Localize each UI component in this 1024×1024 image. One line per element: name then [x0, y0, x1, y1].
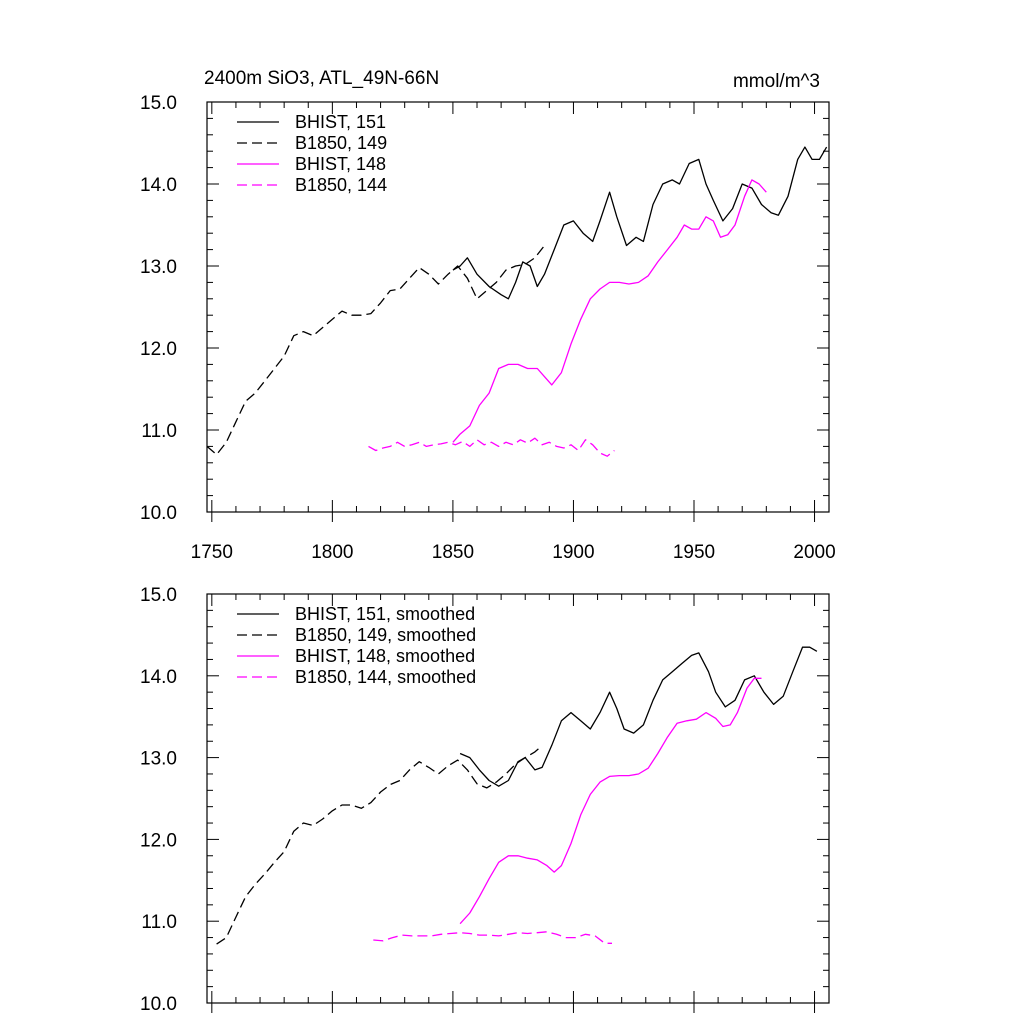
legend-label: B1850, 149 — [295, 133, 387, 153]
series-line — [452, 146, 828, 300]
series-line — [459, 646, 818, 787]
series-line — [216, 747, 541, 945]
series-line — [368, 437, 615, 457]
x-tick-label: 1950 — [673, 542, 715, 563]
series-line — [373, 931, 612, 944]
y-tick-label: 14.0 — [140, 175, 177, 196]
x-tick-label: 1900 — [552, 542, 594, 563]
y-tick-label: 11.0 — [141, 912, 177, 933]
y-tick-label: 12.0 — [140, 339, 177, 360]
y-tick-label: 13.0 — [140, 749, 177, 770]
y-tick-label: 15.0 — [140, 93, 177, 114]
legend-label: B1850, 144 — [295, 175, 387, 195]
y-tick-label: 14.0 — [140, 667, 177, 688]
y-tick-label: 12.0 — [140, 830, 177, 851]
chart-panel-bottom: 10.0 11.0 12.0 13.0 14.0 15.0 BHIST, 151, smoo… — [140, 585, 830, 1015]
x-tick-label: 1850 — [432, 542, 474, 563]
series-line — [206, 245, 546, 456]
legend-label: BHIST, 151, smoothed — [295, 604, 475, 624]
y-tick-label: 13.0 — [140, 257, 177, 278]
series-line — [459, 677, 762, 925]
y-tick-label: 15.0 — [140, 585, 177, 606]
legend-label: B1850, 144, smoothed — [295, 667, 476, 687]
legend-label: BHIST, 148 — [295, 154, 386, 174]
plot-frame — [206, 593, 830, 1004]
series-line — [452, 179, 767, 443]
legend-label: B1850, 149, smoothed — [295, 625, 476, 645]
x-tick-label: 1800 — [311, 542, 353, 563]
legend-label: BHIST, 148, smoothed — [295, 646, 475, 666]
y-tick-label: 10.0 — [140, 503, 177, 524]
units-label: mmol/m^3 — [733, 71, 820, 92]
chart-title: 2400m SiO3, ATL_49N-66N — [204, 68, 439, 89]
chart-panel-top: 10.0 11.0 12.0 13.0 14.0 15.0 1750 1800 1850 1900… — [140, 93, 836, 563]
x-tick-label: 2000 — [793, 542, 835, 563]
legend-label: BHIST, 151 — [295, 112, 386, 132]
y-tick-label: 11.0 — [141, 421, 177, 442]
y-tick-label: 10.0 — [140, 994, 177, 1015]
plot-frame — [206, 101, 830, 513]
x-tick-label: 1750 — [191, 542, 233, 563]
